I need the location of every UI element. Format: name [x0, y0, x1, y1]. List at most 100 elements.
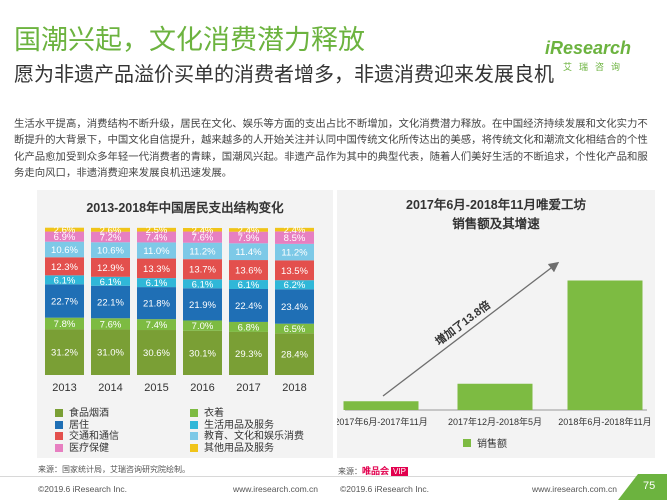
vip-logo: 唯品会: [362, 466, 390, 476]
bar-segment-label: 7.0%: [192, 321, 214, 332]
legend-swatch: [190, 432, 198, 440]
bar-segment-label: 6.2%: [284, 280, 306, 291]
bar-segment-2017-6: [229, 231, 268, 244]
bar-segment-2016-5: [183, 242, 222, 260]
right-chart-title: 2017年6月-2018年11月唯爱工坊: [406, 198, 586, 212]
bar-segment-2018-0: [275, 333, 314, 375]
bar-segment-2017-1: [229, 321, 268, 332]
bar-segment-label: 13.7%: [189, 265, 216, 276]
bar-segment-label: 7.4%: [146, 232, 168, 243]
intro-paragraph: 生活水平提高，消费结构不断升级，居民在文化、娱乐等方面的支出占比不断增加，文化消…: [14, 119, 648, 179]
right-chart-source-prefix: 来源：: [338, 467, 362, 476]
bar-segment-label: 22.7%: [51, 296, 78, 307]
legend-label: 其他用品及服务: [204, 442, 274, 454]
bar-segment-2015-6: [137, 231, 176, 243]
page-title: 国潮兴起，文化消费潜力释放: [14, 25, 365, 55]
bar-segment-2013-2: [45, 284, 84, 318]
bar-segment-2013-1: [45, 317, 84, 330]
bar-segment-2018-7: [275, 227, 314, 232]
bar-segment-2014-1: [91, 318, 130, 330]
legend-label: 食品烟酒: [69, 408, 109, 419]
bar-segment-2018-2: [275, 289, 314, 324]
bar-segment-label: 2.6%: [100, 225, 122, 236]
bar-segment-label: 29.3%: [235, 349, 262, 360]
sales-bar-1: [457, 383, 533, 410]
iresearch-logo: iResearch 艾瑞咨询: [545, 38, 655, 78]
bar-segment-label: 6.8%: [238, 322, 260, 333]
bar-segment-2016-3: [183, 279, 222, 289]
footer-right-url: www.iresearch.com.cn: [532, 484, 618, 494]
legend-item: 教育、文化和娱乐消费: [190, 427, 304, 442]
x-tick-label: 2017: [236, 382, 260, 394]
bar-segment-label: 12.3%: [51, 262, 78, 273]
iresearch-logo-cn: 艾瑞咨询: [563, 62, 628, 72]
bar-segment-label: 30.1%: [189, 348, 216, 359]
legend-label: 衣着: [204, 408, 224, 419]
bar-segment-label: 28.4%: [281, 350, 308, 361]
right-chart-source: 来源：唯品会 VIP: [338, 464, 408, 477]
bar-segment-label: 7.6%: [192, 233, 214, 244]
bar-segment-2016-0: [183, 330, 222, 375]
bar-segment-2018-6: [275, 231, 314, 244]
legend-swatch: [190, 409, 198, 417]
vip-logo-box: VIP: [391, 467, 408, 476]
bar-segment-label: 30.6%: [143, 348, 170, 359]
bar-segment-2017-5: [229, 243, 268, 261]
iresearch-logo-text: iResearch: [545, 38, 632, 58]
bar-segment-2016-6: [183, 231, 222, 243]
x-tick-label: 2014: [98, 382, 122, 394]
page-subtitle: 愿为非遗产品溢价买单的消费者增多，非遗消费迎来发展良机: [14, 64, 554, 86]
legend-swatch: [190, 443, 198, 452]
bar-segment-label: 10.6%: [51, 245, 78, 256]
bar-segment-label: 7.8%: [54, 319, 76, 330]
bar-segment-label: 13.3%: [143, 264, 170, 275]
bar-segment-2016-2: [183, 288, 222, 321]
legend-item: 食品烟酒: [55, 404, 109, 419]
bar-segment-label: 13.5%: [281, 266, 308, 277]
legend-item: 生活用品及服务: [190, 416, 274, 431]
bar-segment-2013-0: [45, 329, 84, 375]
bar-segment-2015-0: [137, 330, 176, 375]
bar-segment-label: 7.4%: [146, 320, 168, 331]
growth-annotation: 增加了13.8倍: [432, 298, 493, 349]
bar-segment-label: 6.1%: [192, 279, 214, 290]
legend-label: 交通和通信: [69, 431, 119, 442]
legend-swatch: [55, 432, 63, 440]
bar-segment-2017-0: [229, 331, 268, 375]
bar-segment-label: 11.2%: [281, 248, 308, 259]
bar-segment-label: 22.4%: [235, 301, 262, 312]
bar-segment-2014-4: [91, 257, 130, 277]
legend-swatch: [55, 443, 63, 452]
bar-segment-label: 22.1%: [97, 298, 124, 309]
bar-segment-2014-5: [91, 242, 130, 258]
bar-segment-2015-4: [137, 258, 176, 279]
bar-segment-2016-4: [183, 259, 222, 280]
bar-segment-2014-0: [91, 329, 130, 375]
bar-segment-label: 7.6%: [100, 319, 122, 330]
bar-segment-2014-2: [91, 285, 130, 319]
bar-segment-2015-5: [137, 242, 176, 259]
footer-right-copyright: ©2019.6 iResearch Inc.: [340, 484, 429, 494]
bar-segment-label: 11.4%: [235, 247, 262, 258]
left-chart-source: 来源：国家统计局，艾瑞咨询研究院绘制。: [38, 465, 190, 474]
bar-segment-2015-1: [137, 319, 176, 331]
bar-segment-label: 2.4%: [284, 225, 306, 236]
bar-segment-label: 6.1%: [146, 278, 168, 289]
legend-label: 居住: [69, 419, 89, 431]
page-number-corner: [618, 474, 667, 500]
bar-segment-label: 23.4%: [281, 302, 308, 313]
right-chart-title-block: 2017年6月-2018年11月唯爱工坊 销售额及其增速: [337, 196, 655, 234]
legend-swatch: [463, 439, 471, 447]
x-tick-label: 2013: [52, 382, 76, 394]
x-tick-label: 2015: [144, 382, 168, 394]
bar-segment-label: 7.9%: [238, 233, 260, 244]
left-chart-title: 2013-2018年中国居民支出结构变化: [86, 201, 284, 215]
x-tick-label: 2017年6月-2017年11月: [337, 416, 428, 427]
bar-segment-label: 21.9%: [189, 300, 216, 311]
bar-segment-2017-2: [229, 289, 268, 322]
bar-segment-label: 2.4%: [192, 225, 214, 236]
bar-segment-2014-6: [91, 231, 130, 243]
bar-segment-label: 6.1%: [54, 275, 76, 286]
sales-bar-0: [343, 401, 419, 410]
left-chart-legend: 食品烟酒 衣着 居住 生活用品及服务 交通和通信 教育、文化和娱乐消费 医疗保健 其他用品及服…: [55, 404, 325, 454]
